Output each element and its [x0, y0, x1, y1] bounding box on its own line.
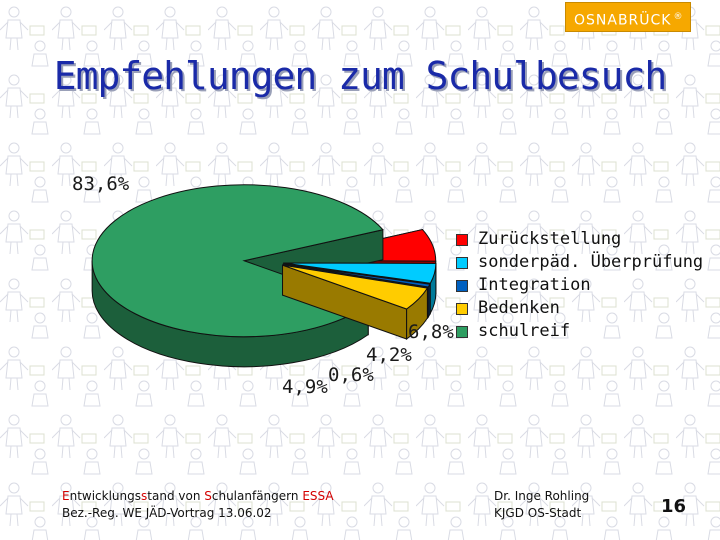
- data-label-2: 0,6%: [328, 364, 374, 386]
- footer-source: Entwicklungsstand von Schulanfängern ESS…: [62, 488, 334, 522]
- legend-label-4: schulreif: [478, 321, 571, 341]
- footer-author: Dr. Inge Rohling: [494, 489, 590, 503]
- data-label-3: 4,9%: [282, 376, 328, 398]
- footer-part-2: s: [141, 489, 148, 503]
- footer-part-4: S: [204, 489, 212, 503]
- legend-swatch-0: [456, 234, 468, 246]
- page-number: 16: [661, 496, 687, 517]
- footer-part-1: ntwicklungs: [69, 489, 142, 503]
- pie-slice-side-2-0: [427, 282, 431, 319]
- legend-swatch-3: [456, 303, 468, 315]
- legend-label-2: Integration: [478, 275, 591, 295]
- legend-label-0: Zurückstellung: [478, 229, 622, 249]
- footer-line-2: Bez.-Reg. WE JÄD-Vortrag 13.06.02: [62, 506, 272, 520]
- footer-org: KJGD OS-Stadt: [494, 506, 582, 520]
- footer-author-block: Dr. Inge Rohling KJGD OS-Stadt: [494, 488, 589, 522]
- footer-part-3: tand von: [147, 489, 205, 503]
- legend-swatch-4: [456, 326, 468, 338]
- footer-line-1: Entwicklungsstand von Schulanfängern ESS…: [62, 488, 334, 505]
- data-label-4: 83,6%: [72, 173, 130, 195]
- footer-part-6: ESSA: [302, 489, 334, 503]
- footer-part-0: E: [62, 489, 70, 503]
- legend-swatch-1: [456, 257, 468, 269]
- footer-part-5: chulanfängern: [211, 489, 303, 503]
- legend-label-1: sonderpäd. Überprüfung: [478, 252, 704, 272]
- legend-swatch-2: [456, 280, 468, 292]
- pie-slice-3: [282, 264, 429, 310]
- legend-label-3: Bedenken: [478, 298, 560, 318]
- osnabrueck-logo: OSNABRÜCK ®: [565, 2, 691, 32]
- slide-title: Empfehlungen zum Schulbesuch: [53, 54, 668, 98]
- logo-text: OSNABRÜCK: [574, 12, 672, 29]
- data-label-0: 6,8%: [408, 321, 454, 343]
- registered-mark: ®: [673, 12, 684, 22]
- pie-slice-2: [283, 263, 431, 288]
- data-label-1: 4,2%: [366, 344, 412, 366]
